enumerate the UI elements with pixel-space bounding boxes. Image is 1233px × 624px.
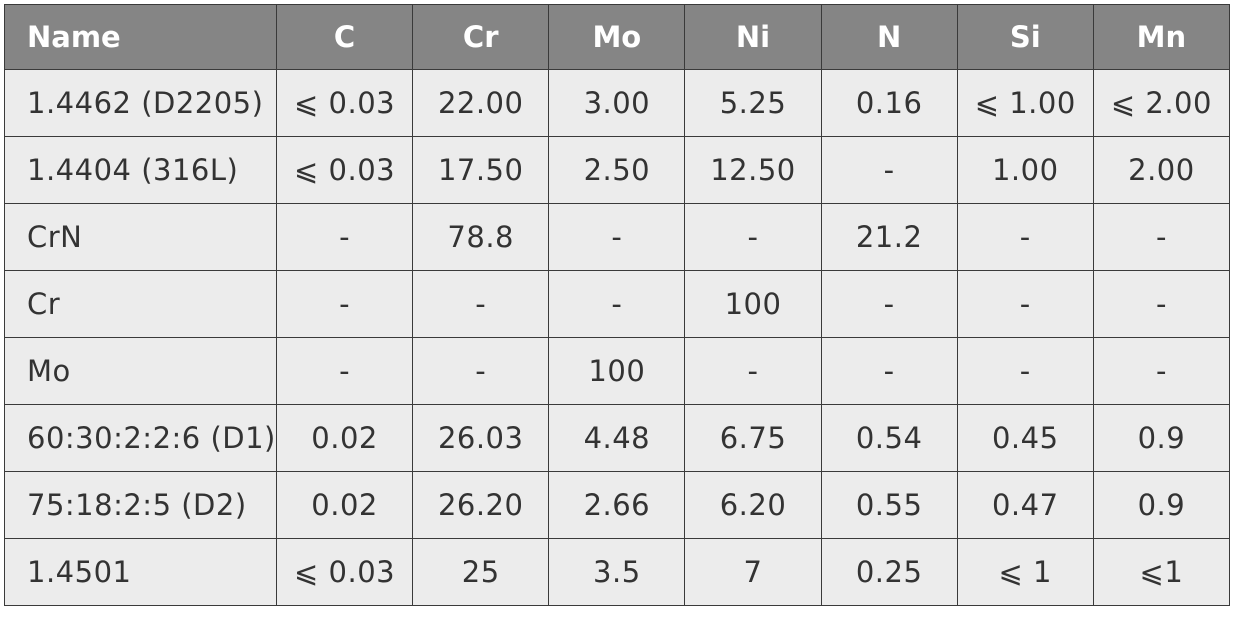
composition-cell: 0.25	[820, 538, 958, 606]
composition-cell: 0.9	[1092, 471, 1231, 539]
composition-cell: 0.55	[820, 471, 958, 539]
composition-cell: 4.48	[548, 404, 686, 472]
composition-cell: 26.03	[412, 404, 550, 472]
material-name: 1.4462 (D2205)	[4, 69, 277, 137]
composition-cell: -	[684, 203, 822, 271]
composition-cell: -	[820, 337, 958, 405]
table-row: 75:18:2:5 (D2) 0.02 26.20 2.66 6.20 0.55 0.47 0…	[4, 471, 1231, 539]
composition-cell: 5.25	[684, 69, 822, 137]
composition-cell: ⩽ 2.00	[1092, 69, 1231, 137]
composition-cell: -	[275, 337, 414, 405]
table-body: 1.4462 (D2205) ⩽ 0.03 22.00 3.00 5.25 0.16 ⩽ 1…	[4, 69, 1231, 606]
composition-cell: 22.00	[412, 69, 550, 137]
composition-cell: 3.5	[548, 538, 686, 606]
composition-cell: ⩽ 0.03	[275, 136, 414, 204]
header-cell: Mo	[548, 4, 686, 70]
composition-cell: ⩽ 1	[956, 538, 1094, 606]
composition-cell: 0.02	[275, 404, 414, 472]
composition-cell: 0.47	[956, 471, 1094, 539]
composition-cell: ⩽ 1.00	[956, 69, 1094, 137]
material-name: 1.4404 (316L)	[4, 136, 277, 204]
composition-cell: 2.00	[1092, 136, 1231, 204]
material-name: 60:30:2:2:6 (D1)	[4, 404, 277, 472]
composition-cell: 100	[548, 337, 686, 405]
composition-cell: 2.66	[548, 471, 686, 539]
composition-cell: 12.50	[684, 136, 822, 204]
table-row: CrN -78.8- -21.2- -	[4, 203, 1231, 271]
composition-cell: 2.50	[548, 136, 686, 204]
composition-cell: -	[412, 270, 550, 338]
composition-cell: 7	[684, 538, 822, 606]
table-row: 60:30:2:2:6 (D1) 0.02 26.03 4.48 6.75 0.54 0.4…	[4, 404, 1231, 472]
table-header: Name C Cr Mo Ni N Si Mn	[4, 4, 1231, 70]
composition-cell: 78.8	[412, 203, 550, 271]
table-row: 1.4462 (D2205) ⩽ 0.03 22.00 3.00 5.25 0.16 ⩽ 1…	[4, 69, 1231, 137]
composition-cell: ⩽ 0.03	[275, 69, 414, 137]
composition-cell: 0.9	[1092, 404, 1231, 472]
composition-cell: 25	[412, 538, 550, 606]
material-name: Mo	[4, 337, 277, 405]
composition-cell: 6.75	[684, 404, 822, 472]
composition-cell: 6.20	[684, 471, 822, 539]
composition-cell: 0.16	[820, 69, 958, 137]
composition-cell: -	[548, 270, 686, 338]
composition-cell: -	[1092, 270, 1231, 338]
composition-cell: -	[412, 337, 550, 405]
table-row: 1.4501 ⩽ 0.03 25 3.5 7 0.25 ⩽ 1 ⩽1	[4, 538, 1231, 606]
header-cell: C	[275, 4, 414, 70]
header-cell: Name	[4, 4, 277, 70]
composition-cell: -	[956, 270, 1094, 338]
composition-cell: -	[275, 270, 414, 338]
composition-cell: -	[275, 203, 414, 271]
composition-cell: -	[1092, 337, 1231, 405]
material-name: 1.4501	[4, 538, 277, 606]
composition-cell: 0.02	[275, 471, 414, 539]
table-row: 1.4404 (316L) ⩽ 0.03 17.50 2.50 12.50-1.00 2.…	[4, 136, 1231, 204]
composition-cell: ⩽1	[1092, 538, 1231, 606]
composition-cell: -	[820, 270, 958, 338]
composition-cell: -	[684, 337, 822, 405]
composition-table: Name C Cr Mo Ni N Si Mn 1.4462 (D2205) ⩽ 0.03 22.…	[4, 4, 1231, 606]
composition-cell: 21.2	[820, 203, 958, 271]
material-name: CrN	[4, 203, 277, 271]
header-cell: Cr	[412, 4, 550, 70]
composition-cell: 1.00	[956, 136, 1094, 204]
composition-cell: 17.50	[412, 136, 550, 204]
composition-cell: -	[820, 136, 958, 204]
material-name: Cr	[4, 270, 277, 338]
composition-cell: 0.45	[956, 404, 1094, 472]
header-cell: N	[820, 4, 958, 70]
table-row: Mo - -100- - - -	[4, 337, 1231, 405]
header-cell: Mn	[1092, 4, 1231, 70]
header-row: Name C Cr Mo Ni N Si Mn	[4, 4, 1231, 70]
composition-cell: -	[956, 337, 1094, 405]
composition-cell: 3.00	[548, 69, 686, 137]
table-row: Cr - - -100- - -	[4, 270, 1231, 338]
header-cell: Ni	[684, 4, 822, 70]
header-cell: Si	[956, 4, 1094, 70]
composition-cell: 100	[684, 270, 822, 338]
composition-cell: -	[548, 203, 686, 271]
composition-cell: 0.54	[820, 404, 958, 472]
composition-cell: -	[956, 203, 1094, 271]
composition-cell: -	[1092, 203, 1231, 271]
composition-cell: ⩽ 0.03	[275, 538, 414, 606]
composition-cell: 26.20	[412, 471, 550, 539]
material-name: 75:18:2:5 (D2)	[4, 471, 277, 539]
